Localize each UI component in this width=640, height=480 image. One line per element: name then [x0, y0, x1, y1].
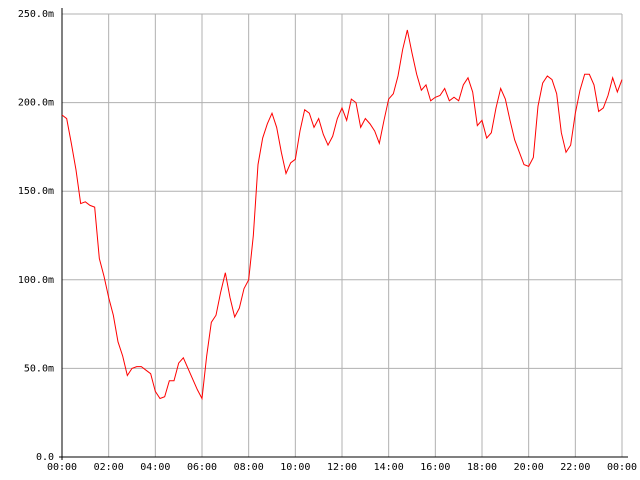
- x-tick-label: 02:00: [94, 462, 124, 473]
- x-tick-label: 00:00: [47, 462, 77, 473]
- y-tick-label: 200.0m: [18, 98, 54, 109]
- x-tick-label: 14:00: [374, 462, 404, 473]
- x-tick-label: 04:00: [140, 462, 170, 473]
- x-tick-label: 20:00: [514, 462, 544, 473]
- data-line: [61, 29, 623, 401]
- y-tick-label: 150.0m: [18, 186, 54, 197]
- labels: 0.0 50.0m 100.0m 150.0m 200.0m 250.0m 00:00 02:…: [18, 9, 637, 473]
- x-tick-label: 00:00: [607, 462, 637, 473]
- grid: [59, 8, 628, 460]
- x-tick-label: 12:00: [327, 462, 357, 473]
- x-tick-label: 10:00: [280, 462, 310, 473]
- y-tick-label: 100.0m: [18, 275, 54, 286]
- y-tick-label: 250.0m: [18, 9, 54, 20]
- y-tick-label: 0.0: [36, 452, 54, 463]
- x-tick-label: 08:00: [234, 462, 264, 473]
- plot: [61, 29, 623, 401]
- x-tick-label: 22:00: [560, 462, 590, 473]
- y-tick-label: 50.0m: [24, 363, 54, 374]
- x-tick-label: 18:00: [467, 462, 497, 473]
- x-tick-label: 16:00: [420, 462, 450, 473]
- x-tick-label: 06:00: [187, 462, 217, 473]
